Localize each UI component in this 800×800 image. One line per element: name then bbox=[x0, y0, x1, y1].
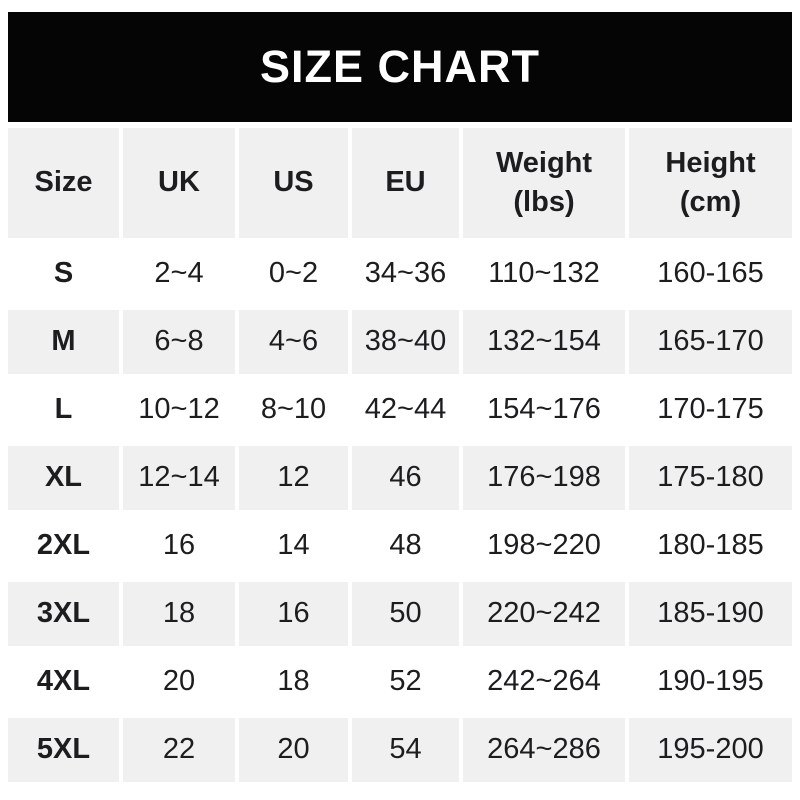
cell-uk: 16 bbox=[123, 514, 235, 578]
cell-height: 180-185 bbox=[629, 514, 792, 578]
cell-weight: 154~176 bbox=[463, 378, 625, 442]
cell-eu: 46 bbox=[352, 446, 459, 510]
page-title: SIZE CHART bbox=[260, 41, 540, 92]
cell-uk: 20 bbox=[123, 650, 235, 714]
cell-uk: 22 bbox=[123, 718, 235, 782]
cell-uk: 10~12 bbox=[123, 378, 235, 442]
cell-eu: 52 bbox=[352, 650, 459, 714]
column-header-uk: UK bbox=[123, 128, 235, 238]
cell-us: 4~6 bbox=[239, 310, 348, 374]
cell-uk: 18 bbox=[123, 582, 235, 646]
cell-us: 0~2 bbox=[239, 242, 348, 306]
column-header-eu: EU bbox=[352, 128, 459, 238]
cell-eu: 42~44 bbox=[352, 378, 459, 442]
column-header-size: Size bbox=[8, 128, 119, 238]
cell-height: 170-175 bbox=[629, 378, 792, 442]
cell-us: 18 bbox=[239, 650, 348, 714]
column-header-us: US bbox=[239, 128, 348, 238]
cell-height: 160-165 bbox=[629, 242, 792, 306]
cell-us: 12 bbox=[239, 446, 348, 510]
cell-size: 3XL bbox=[8, 582, 119, 646]
cell-weight: 176~198 bbox=[463, 446, 625, 510]
cell-height: 185-190 bbox=[629, 582, 792, 646]
cell-size: 2XL bbox=[8, 514, 119, 578]
cell-height: 195-200 bbox=[629, 718, 792, 782]
column-header-height: Height (cm) bbox=[629, 128, 792, 238]
cell-weight: 242~264 bbox=[463, 650, 625, 714]
cell-size: M bbox=[8, 310, 119, 374]
cell-us: 8~10 bbox=[239, 378, 348, 442]
cell-size: 4XL bbox=[8, 650, 119, 714]
cell-us: 20 bbox=[239, 718, 348, 782]
cell-weight: 110~132 bbox=[463, 242, 625, 306]
cell-height: 165-170 bbox=[629, 310, 792, 374]
cell-eu: 34~36 bbox=[352, 242, 459, 306]
cell-uk: 12~14 bbox=[123, 446, 235, 510]
cell-weight: 198~220 bbox=[463, 514, 625, 578]
cell-weight: 220~242 bbox=[463, 582, 625, 646]
cell-size: S bbox=[8, 242, 119, 306]
cell-us: 14 bbox=[239, 514, 348, 578]
column-header-weight: Weight (lbs) bbox=[463, 128, 625, 238]
cell-size: XL bbox=[8, 446, 119, 510]
cell-weight: 132~154 bbox=[463, 310, 625, 374]
cell-uk: 6~8 bbox=[123, 310, 235, 374]
cell-eu: 50 bbox=[352, 582, 459, 646]
cell-uk: 2~4 bbox=[123, 242, 235, 306]
cell-eu: 54 bbox=[352, 718, 459, 782]
cell-eu: 38~40 bbox=[352, 310, 459, 374]
cell-weight: 264~286 bbox=[463, 718, 625, 782]
cell-size: L bbox=[8, 378, 119, 442]
cell-height: 175-180 bbox=[629, 446, 792, 510]
cell-height: 190-195 bbox=[629, 650, 792, 714]
cell-size: 5XL bbox=[8, 718, 119, 782]
cell-eu: 48 bbox=[352, 514, 459, 578]
title-bar: SIZE CHART bbox=[8, 12, 792, 122]
cell-us: 16 bbox=[239, 582, 348, 646]
size-chart-table: Size UK US EU Weight (lbs) Height (cm) S… bbox=[8, 128, 792, 782]
